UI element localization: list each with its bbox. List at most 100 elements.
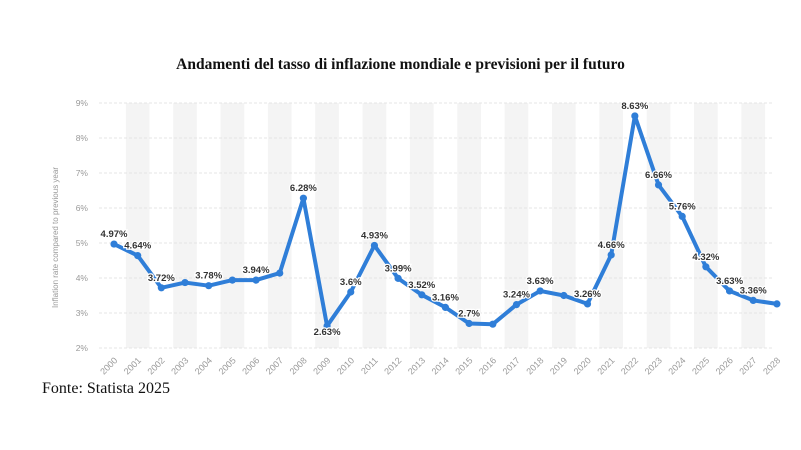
- data-point[interactable]: [418, 291, 426, 299]
- data-label: 3.63%: [527, 276, 554, 287]
- x-tick-label: 2013: [406, 355, 427, 376]
- data-label: 3.99%: [385, 263, 412, 274]
- data-point[interactable]: [181, 278, 189, 287]
- y-tick-label: 6%: [76, 203, 89, 213]
- chart-band: [551, 103, 576, 348]
- data-point[interactable]: [441, 303, 450, 311]
- data-label: 6.28%: [290, 183, 317, 194]
- data-label: 3.78%: [195, 271, 222, 282]
- chart-band: [409, 103, 434, 348]
- x-tick-label: 2002: [146, 355, 167, 376]
- series-points: [110, 112, 781, 330]
- x-tick-label: 2014: [430, 355, 451, 376]
- x-tick-label: 2020: [572, 355, 593, 376]
- x-axis-ticks: 2000 2001 2002 2003 2004 2005 2006 2007 2008 2009…: [98, 355, 782, 376]
- chart-band: [504, 103, 529, 348]
- y-tick-label: 9%: [76, 98, 89, 108]
- data-label: 4.97%: [101, 229, 128, 240]
- data-label: 5.76%: [669, 201, 696, 212]
- x-tick-label: 2026: [714, 355, 735, 376]
- x-tick-label: 2003: [169, 355, 190, 376]
- x-tick-label: 2011: [359, 355, 380, 376]
- y-axis-ticks: 2% 3% 4% 5% 6% 7% 8% 9%: [76, 98, 89, 353]
- data-label: 8.63%: [621, 101, 648, 112]
- data-point[interactable]: [678, 212, 686, 220]
- x-tick-label: 2015: [453, 355, 474, 376]
- data-point[interactable]: [465, 319, 473, 328]
- x-tick-label: 2028: [761, 355, 782, 376]
- data-point[interactable]: [702, 263, 710, 271]
- data-label: 3.94%: [243, 265, 270, 276]
- data-label: 3.52%: [408, 280, 435, 291]
- data-label: 3.72%: [148, 273, 175, 284]
- y-tick-label: 5%: [76, 238, 89, 248]
- x-tick-label: 2009: [311, 355, 332, 376]
- x-tick-label: 2000: [98, 355, 119, 376]
- x-tick-label: 2007: [264, 355, 285, 376]
- x-tick-label: 2027: [737, 355, 758, 376]
- chart-band: [220, 103, 245, 348]
- data-point[interactable]: [725, 287, 734, 295]
- y-tick-label: 3%: [76, 308, 89, 318]
- data-point[interactable]: [654, 181, 663, 189]
- data-point[interactable]: [323, 322, 331, 330]
- data-labels: 4.97%4.64% 3.72% 3.78% 3.94% 6.28% 2.63% 3.6% 4…: [99, 100, 768, 340]
- data-point[interactable]: [299, 194, 308, 202]
- data-label: 4.93%: [361, 230, 388, 241]
- data-label: 2.7%: [458, 309, 480, 320]
- x-tick-label: 2008: [288, 355, 309, 376]
- y-tick-label: 4%: [76, 273, 89, 283]
- data-point[interactable]: [370, 241, 379, 250]
- x-tick-label: 2025: [690, 355, 711, 376]
- data-point[interactable]: [276, 269, 284, 277]
- x-tick-label: 2001: [122, 355, 143, 376]
- data-point[interactable]: [773, 300, 781, 308]
- chart-band: [646, 103, 671, 348]
- data-point[interactable]: [536, 287, 544, 295]
- chart-band: [125, 103, 150, 348]
- x-tick-label: 2016: [477, 355, 498, 376]
- chart-band: [741, 103, 766, 348]
- data-point[interactable]: [489, 320, 497, 328]
- data-point[interactable]: [228, 276, 236, 284]
- data-point[interactable]: [110, 240, 118, 248]
- data-label: 3.63%: [716, 276, 743, 287]
- source-note: Fonte: Statista 2025: [42, 380, 170, 397]
- data-point[interactable]: [631, 112, 639, 120]
- data-label: 2.63%: [314, 327, 341, 338]
- data-point[interactable]: [512, 301, 521, 309]
- data-label: 4.32%: [692, 252, 719, 263]
- x-tick-label: 2012: [382, 355, 403, 376]
- x-tick-label: 2022: [619, 355, 640, 376]
- chart-title: Andamenti del tasso di inflazione mondia…: [176, 56, 625, 73]
- y-tick-label: 7%: [76, 168, 89, 178]
- data-label: 4.64%: [124, 241, 151, 252]
- data-label: 3.36%: [740, 285, 767, 296]
- x-tick-label: 2021: [595, 355, 616, 376]
- data-point[interactable]: [749, 296, 757, 304]
- data-point[interactable]: [252, 276, 260, 284]
- x-tick-label: 2004: [193, 355, 214, 376]
- x-tick-label: 2010: [335, 355, 356, 376]
- y-tick-label: 2%: [76, 343, 89, 353]
- gridlines: [99, 102, 772, 349]
- data-point[interactable]: [560, 291, 568, 300]
- data-point[interactable]: [205, 282, 213, 290]
- x-tick-label: 2006: [240, 355, 261, 376]
- data-label: 6.66%: [645, 170, 672, 181]
- data-point[interactable]: [347, 288, 355, 296]
- data-point[interactable]: [134, 252, 142, 260]
- data-point[interactable]: [607, 251, 615, 259]
- x-tick-label: 2018: [524, 355, 545, 376]
- data-point[interactable]: [394, 274, 402, 282]
- data-point[interactable]: [583, 300, 592, 308]
- x-tick-label: 2005: [217, 355, 238, 376]
- alternating-bands: [125, 103, 766, 348]
- chart-band: [599, 103, 624, 348]
- chart-band: [267, 103, 292, 348]
- chart-band: [457, 103, 481, 348]
- data-point[interactable]: [157, 284, 165, 292]
- chart-band: [173, 103, 197, 348]
- data-label: 4.66%: [598, 240, 625, 251]
